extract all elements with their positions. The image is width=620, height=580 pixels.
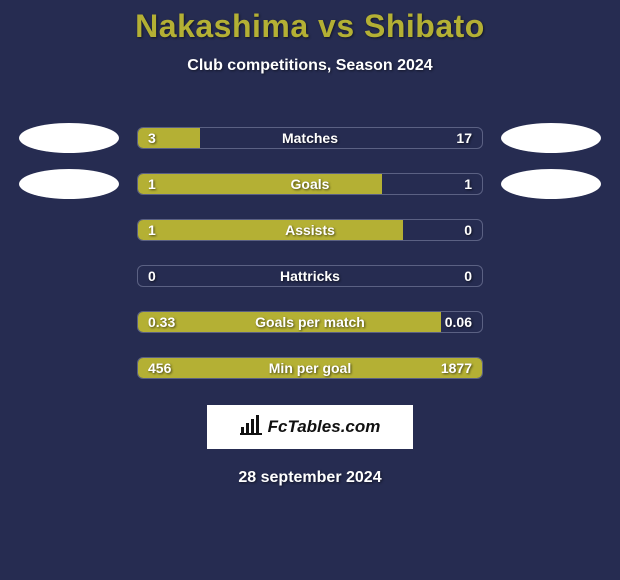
page-subtitle: Club competitions, Season 2024 [0, 57, 620, 75]
fctables-logo[interactable]: FcTables.com [207, 405, 413, 449]
stat-row: 1 Goals 1 [0, 161, 620, 207]
stat-value-left: 456 [148, 360, 171, 376]
stat-value-right: 1 [464, 176, 472, 192]
stat-value-right: 0 [464, 222, 472, 238]
stat-row: 3 Matches 17 [0, 115, 620, 161]
stat-bar: 1 Goals 1 [137, 173, 483, 195]
stat-label: Goals [291, 176, 330, 192]
footer-date: 28 september 2024 [0, 469, 620, 487]
chart-icon [240, 415, 262, 440]
stat-bar: 0 Hattricks 0 [137, 265, 483, 287]
player-left-marker [19, 169, 119, 199]
stat-row: 456 Min per goal 1877 [0, 345, 620, 391]
stat-value-left: 1 [148, 176, 156, 192]
stat-value-right: 17 [456, 130, 472, 146]
stat-value-right: 0 [464, 268, 472, 284]
stat-row: 0 Hattricks 0 [0, 253, 620, 299]
comparison-widget: Nakashima vs Shibato Club competitions, … [0, 0, 620, 487]
stat-value-right: 1877 [441, 360, 472, 376]
stats-region: 3 Matches 17 1 Goals 1 1 Assists 0 0 Hattricks 0 0.3… [0, 115, 620, 391]
stat-row: 1 Assists 0 [0, 207, 620, 253]
stat-value-left: 1 [148, 222, 156, 238]
stat-bar-fill [138, 220, 403, 240]
stat-value-left: 3 [148, 130, 156, 146]
player-right-marker [501, 169, 601, 199]
stat-value-left: 0 [148, 268, 156, 284]
stat-label: Assists [285, 222, 335, 238]
stat-label: Matches [282, 130, 338, 146]
stat-bar: 0.33 Goals per match 0.06 [137, 311, 483, 333]
stat-label: Goals per match [255, 314, 365, 330]
player-left-marker [19, 123, 119, 153]
stat-value-right: 0.06 [445, 314, 472, 330]
page-title: Nakashima vs Shibato [0, 8, 620, 45]
stat-bar: 3 Matches 17 [137, 127, 483, 149]
stat-bar: 456 Min per goal 1877 [137, 357, 483, 379]
player-right-marker [501, 123, 601, 153]
stat-bar: 1 Assists 0 [137, 219, 483, 241]
stat-label: Hattricks [280, 268, 340, 284]
stat-bar-fill [138, 174, 382, 194]
stat-value-left: 0.33 [148, 314, 175, 330]
logo-text: FcTables.com [268, 417, 381, 437]
stat-label: Min per goal [269, 360, 351, 376]
stat-row: 0.33 Goals per match 0.06 [0, 299, 620, 345]
